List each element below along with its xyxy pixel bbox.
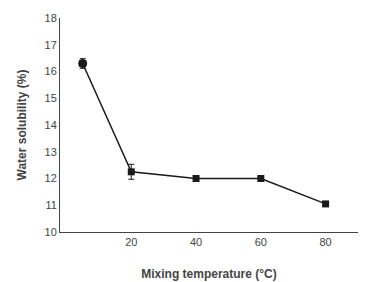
svg-text:11: 11 [45, 199, 56, 211]
svg-text:60: 60 [255, 236, 267, 248]
svg-text:Water solubility (%): Water solubility (%) [15, 70, 29, 181]
svg-text:20: 20 [125, 236, 137, 248]
svg-text:10: 10 [45, 226, 57, 238]
svg-text:80: 80 [319, 236, 331, 248]
svg-text:16: 16 [45, 65, 57, 77]
svg-text:18: 18 [45, 12, 57, 24]
svg-text:15: 15 [45, 92, 57, 104]
svg-text:12: 12 [45, 172, 57, 184]
svg-text:13: 13 [45, 146, 57, 158]
svg-text:40: 40 [190, 236, 202, 248]
svg-text:17: 17 [45, 39, 57, 51]
svg-text:14: 14 [45, 119, 57, 131]
svg-text:Mixing temperature (°C): Mixing temperature (°C) [141, 267, 276, 281]
